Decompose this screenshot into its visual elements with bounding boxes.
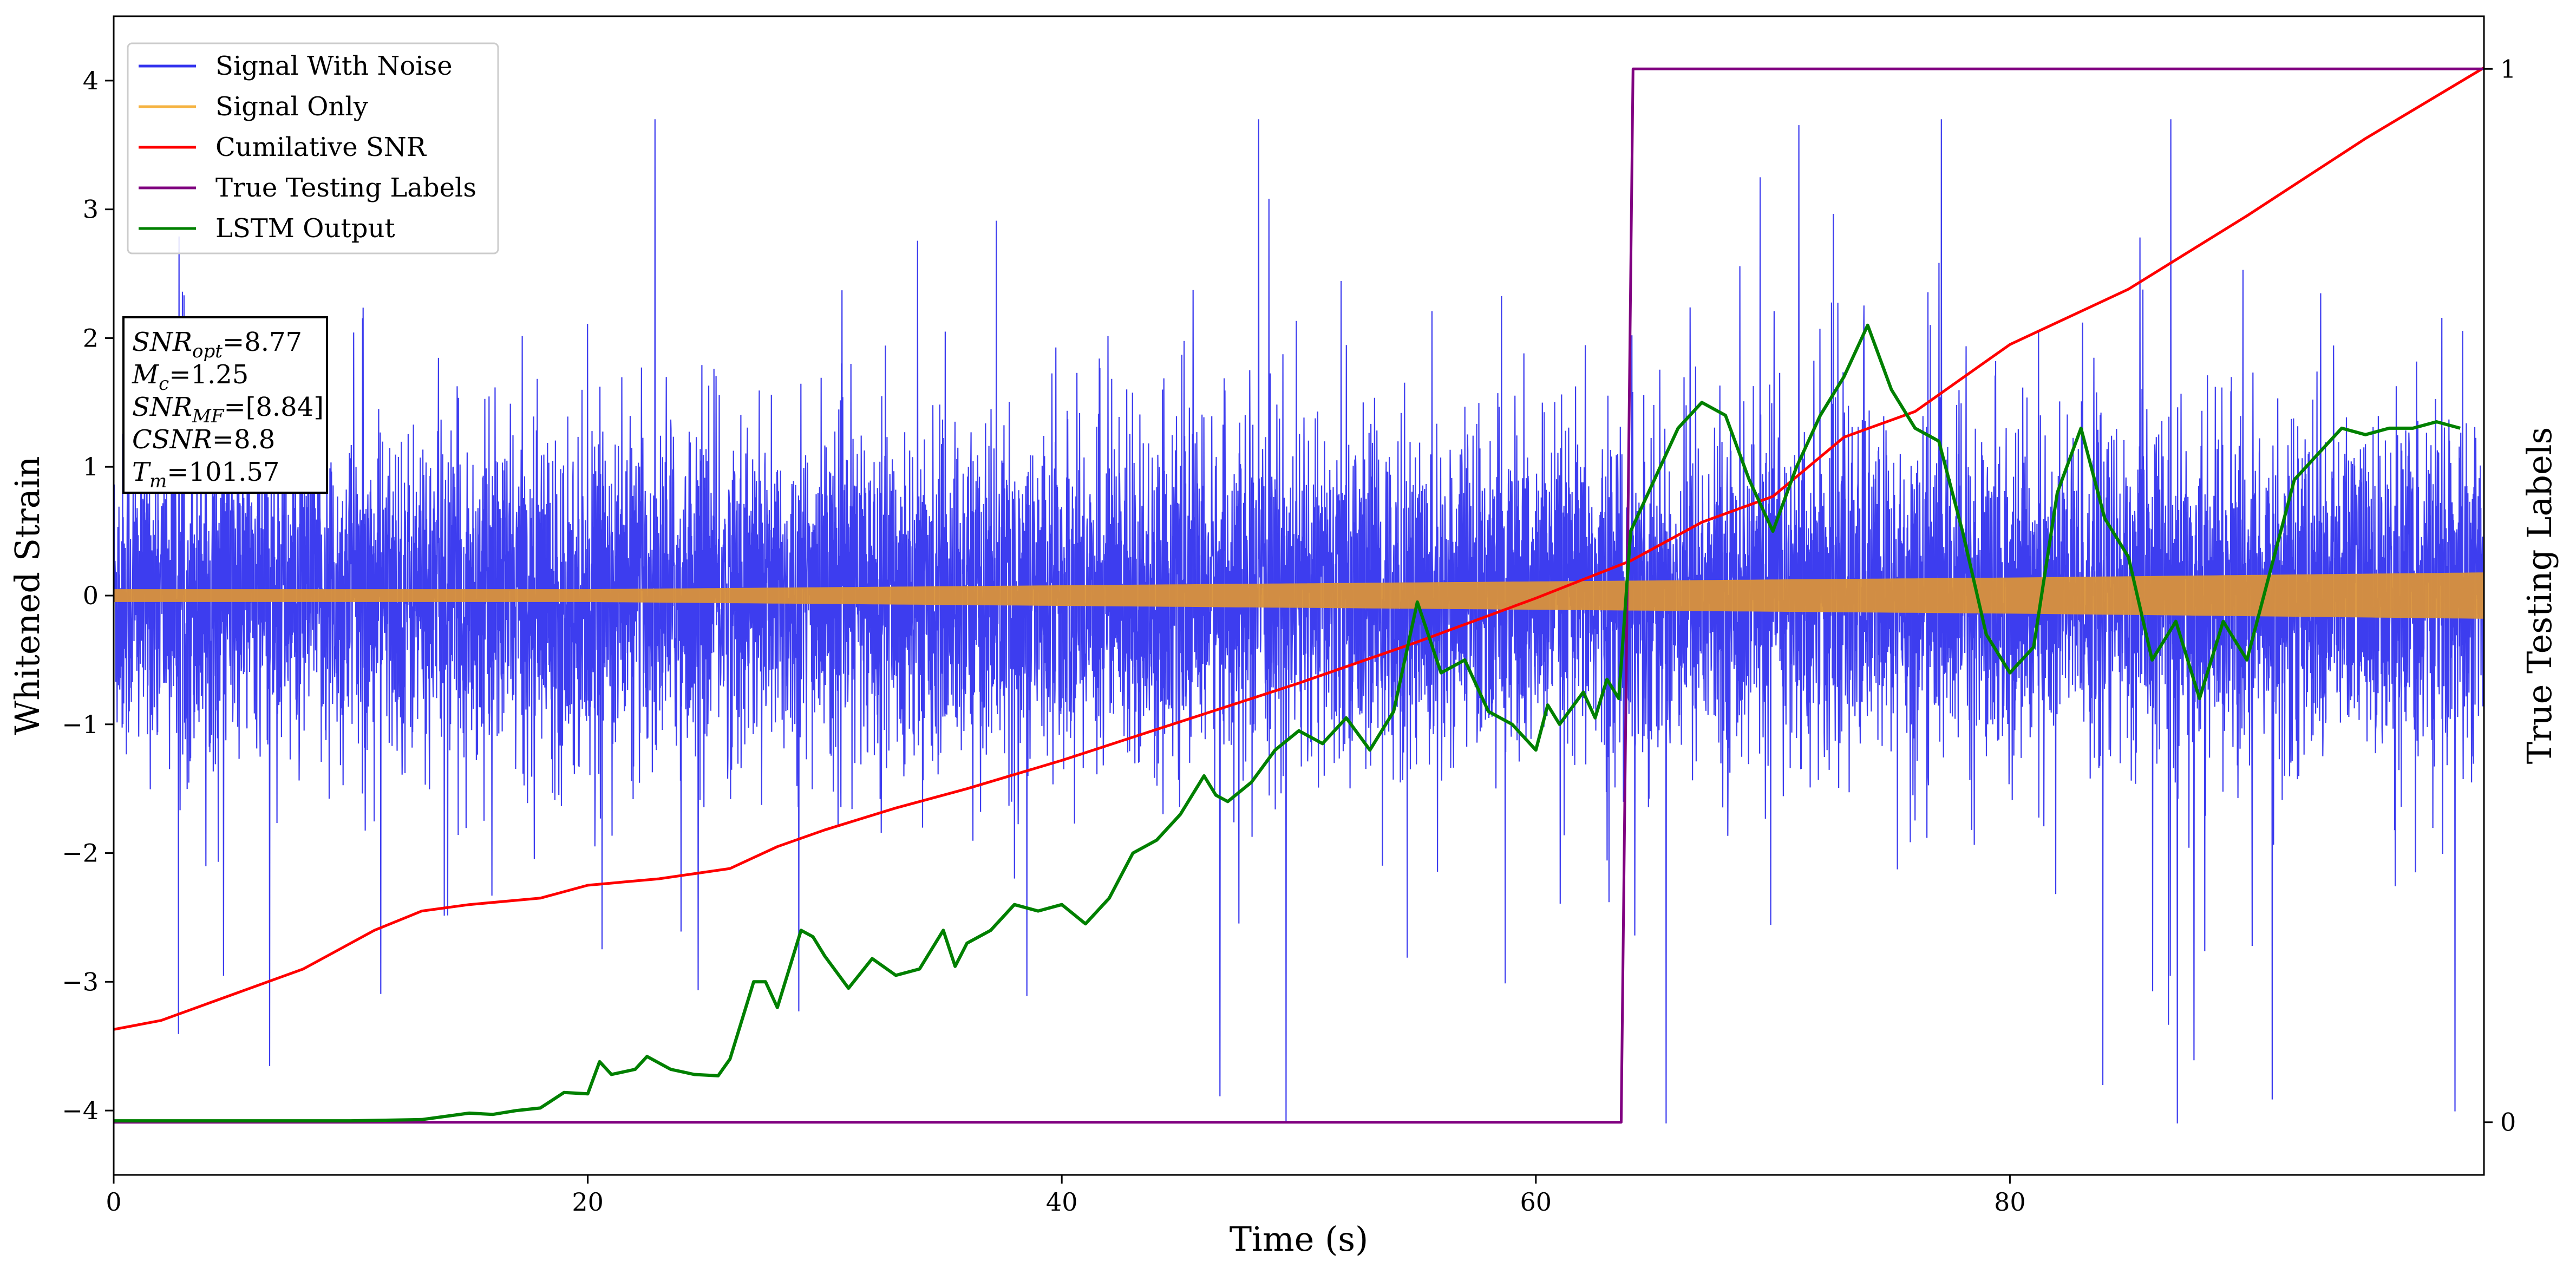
y-tick-label: −4 bbox=[62, 1096, 99, 1125]
annotation-lines: SNRopt=8.77Mc=1.25SNRMF=[8.84]CSNR=8.8Tm… bbox=[132, 327, 324, 492]
data-layer bbox=[114, 66, 2484, 1124]
annotation-frame bbox=[122, 316, 328, 494]
y-axis-title: Whitened Strain bbox=[8, 456, 47, 735]
x-tick-label: 60 bbox=[1520, 1187, 1552, 1217]
y-tick-label: 3 bbox=[83, 195, 99, 224]
y-tick-label: 4 bbox=[83, 66, 99, 95]
y-tick-label: −3 bbox=[62, 967, 99, 996]
legend-box bbox=[127, 42, 499, 254]
x-tick-label: 80 bbox=[1994, 1187, 2026, 1217]
legend-label: True Testing Labels bbox=[215, 173, 476, 203]
legend-label: Signal With Noise bbox=[215, 51, 453, 81]
y-tick-label: −1 bbox=[62, 710, 99, 739]
annotation-line: Mc=1.25 bbox=[132, 360, 249, 395]
legend-items: Signal With Noise Signal Only Cumilative S… bbox=[139, 51, 476, 244]
y2-axis-title: True Testing Labels bbox=[2520, 427, 2559, 765]
y-tick-label: −2 bbox=[62, 839, 99, 868]
legend-label: LSTM Output bbox=[215, 213, 395, 244]
y-tick-label: 1 bbox=[83, 452, 99, 481]
annotation-box: SNRopt=8.77Mc=1.25SNRMF=[8.84]CSNR=8.8Tm… bbox=[122, 316, 328, 494]
annotation-line: SNRMF=[8.84] bbox=[132, 392, 324, 427]
annotation-line: CSNR=8.8 bbox=[132, 424, 275, 455]
x-tick-label: 20 bbox=[572, 1187, 604, 1217]
y-tick-label: 2 bbox=[83, 323, 99, 352]
annotation-line: Tm=101.57 bbox=[132, 457, 279, 492]
annotation-line: SNRopt=8.77 bbox=[132, 327, 302, 362]
y2-tick-label: 1 bbox=[2500, 54, 2516, 83]
legend-label: Signal Only bbox=[215, 92, 368, 122]
legend-label: Cumilative SNR bbox=[215, 132, 427, 162]
series-cumilative-snr-line bbox=[114, 66, 2484, 1031]
x-axis-title: Time (s) bbox=[1230, 1219, 1369, 1259]
series-lstm-output-line bbox=[114, 323, 2461, 1123]
x-tick-label: 40 bbox=[1046, 1187, 1078, 1217]
series-signal-only-band bbox=[114, 572, 2484, 619]
y-tick-label: 0 bbox=[83, 581, 99, 610]
legend: Signal With Noise Signal Only Cumilative S… bbox=[127, 42, 499, 254]
y2-tick-label: 0 bbox=[2500, 1108, 2516, 1137]
x-tick-label: 0 bbox=[106, 1187, 121, 1217]
